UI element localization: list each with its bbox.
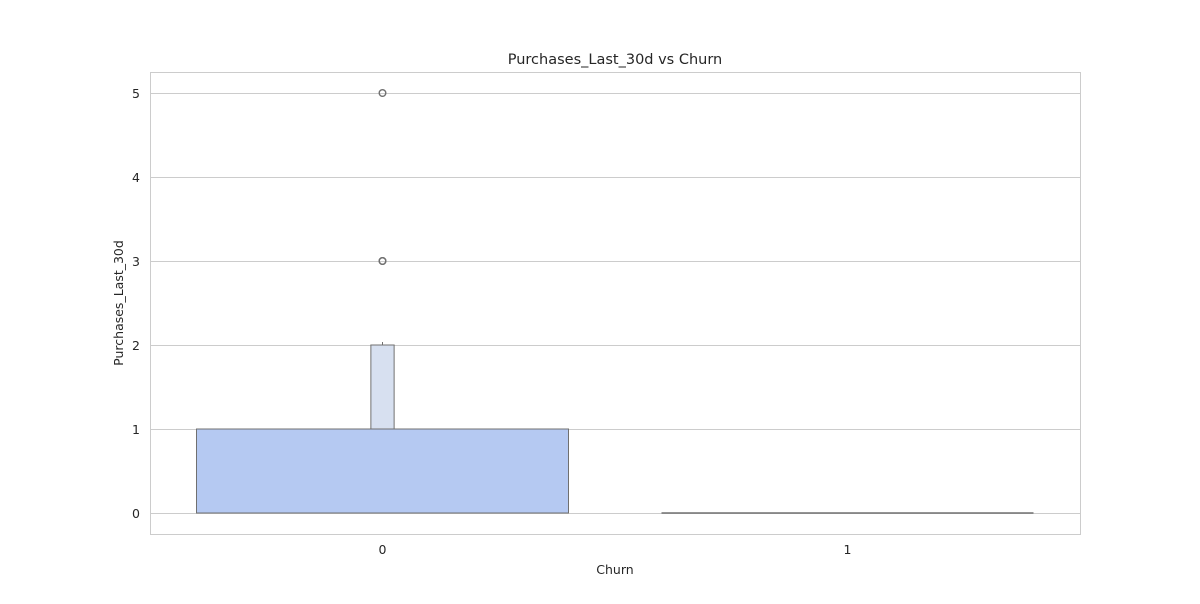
outlier-point — [378, 257, 387, 266]
y-tick-label: 0 — [132, 506, 140, 521]
marks — [196, 88, 1034, 514]
x-tick-label: 1 — [844, 542, 852, 557]
chart-title: Purchases_Last_30d vs Churn — [508, 52, 723, 68]
y-axis-label: Purchases_Last_30d — [111, 240, 126, 366]
y-tick-label: 3 — [132, 254, 140, 269]
y-tick-label: 5 — [132, 86, 140, 101]
plot-area-frame — [150, 72, 1081, 535]
letter-value-box — [370, 344, 395, 430]
x-axis-label: Churn — [596, 562, 633, 577]
letter-value-box — [196, 428, 569, 514]
outlier-point — [378, 88, 387, 97]
y-tick-label: 2 — [132, 338, 140, 353]
y-tick-labels: 0 1 2 3 4 5 — [132, 86, 140, 521]
y-tick-label: 1 — [132, 422, 140, 437]
y-tick-label: 4 — [132, 170, 140, 185]
x-tick-label: 0 — [379, 542, 387, 557]
